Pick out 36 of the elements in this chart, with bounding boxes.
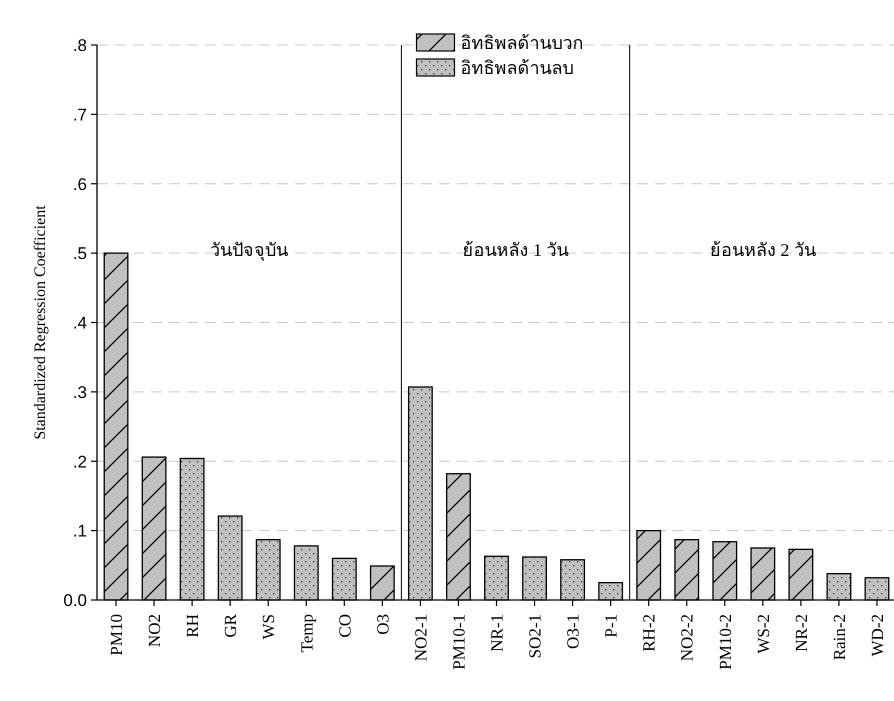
y-tick-label: .8 [72, 36, 87, 55]
x-tick-label: NR-2 [792, 614, 811, 652]
legend-label: อิทธิพลด้านบวก [460, 33, 584, 53]
x-tick-label: NO2 [145, 614, 164, 648]
x-tick-label: GR [221, 613, 240, 638]
y-axis-title: Standardized Regression Coefficient [32, 204, 49, 440]
x-tick-label: RH [183, 614, 202, 638]
x-tick-label: Temp [297, 614, 316, 652]
y-tick-label: .2 [72, 452, 87, 472]
y-tick-label: .5 [72, 244, 87, 264]
x-tick-label: WD-2 [868, 614, 887, 656]
legend-label: อิทธิพลด้านลบ [460, 58, 574, 78]
x-tick-label: CO [335, 614, 354, 638]
x-tick-label: RH-2 [640, 614, 659, 652]
y-tick-label: .1 [72, 522, 87, 541]
annotation: ย้อนหลัง 2 วัน [710, 240, 816, 260]
annotation: ย้อนหลัง 1 วัน [462, 240, 569, 260]
x-tick-label: O3 [373, 614, 392, 635]
x-tick-label: O3-1 [564, 614, 583, 649]
x-tick-label: Rain-2 [830, 614, 849, 660]
x-tick-label: PM10-1 [449, 614, 468, 670]
x-tick-label: SO2-1 [526, 614, 545, 658]
x-tick-label: WS [259, 614, 278, 640]
annotation: วันปัจจุบัน [210, 240, 288, 261]
x-tick-label: NO2-1 [411, 614, 430, 662]
y-tick-label: .7 [72, 105, 87, 124]
x-tick-label: NO2-2 [678, 614, 697, 662]
x-tick-label: PM10 [107, 614, 126, 656]
x-tick-label: NR-1 [488, 614, 506, 652]
x-tick-label: PM10-2 [716, 614, 735, 670]
x-tick-label: P-1 [602, 614, 621, 638]
y-tick-label: .6 [72, 174, 87, 194]
y-tick-label: .3 [72, 382, 87, 402]
x-tick-label: WS-2 [754, 614, 773, 654]
y-tick-label: .4 [72, 314, 87, 332]
y-tick-label: 0.0 [63, 591, 87, 610]
